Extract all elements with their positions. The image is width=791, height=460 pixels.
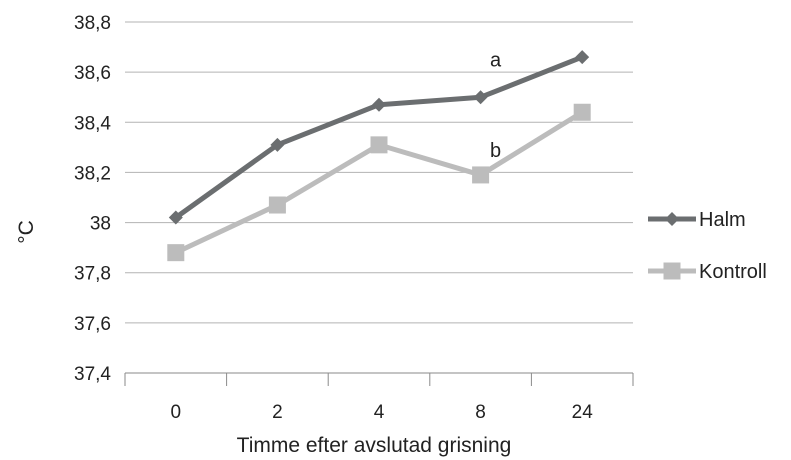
data-point (370, 136, 388, 154)
y-tick-label: 37,6 (74, 314, 111, 335)
data-point (270, 137, 285, 152)
data-point (168, 210, 183, 225)
series-lines (167, 50, 591, 262)
y-tick-label: 37,8 (74, 264, 111, 285)
y-axis-title: °C (15, 220, 38, 244)
data-point (575, 50, 590, 65)
data-point (372, 97, 386, 112)
y-tick-label: 38,8 (74, 13, 111, 34)
data-point (573, 103, 591, 121)
x-tick-label: 24 (572, 402, 594, 423)
y-axis-ticks: 37,4 37,6 37,8 38 38,2 38,4 38,6 38,8 (74, 13, 111, 385)
legend-label: Halm (699, 209, 746, 231)
gridlines (125, 21, 633, 324)
annotation-label: b (490, 140, 501, 162)
y-tick-label: 38 (90, 214, 111, 235)
x-tick-label: 8 (475, 402, 486, 423)
annotation-label: a (490, 50, 502, 72)
legend-label: Kontroll (699, 261, 767, 283)
y-tick-label: 38,6 (74, 63, 111, 84)
series-kontroll (167, 103, 591, 262)
data-point (268, 196, 286, 214)
data-point (167, 244, 185, 262)
x-tick-label: 2 (272, 402, 283, 423)
legend-marker (665, 212, 679, 226)
series-line (174, 110, 584, 255)
x-axis: 0 2 4 8 24 (124, 372, 634, 423)
y-tick-label: 38,4 (74, 113, 111, 134)
data-point (472, 166, 490, 184)
legend-marker (663, 262, 681, 280)
data-point (473, 90, 488, 105)
x-tick-label: 0 (171, 402, 182, 423)
series-halm (168, 50, 590, 225)
y-tick-label: 37,4 (74, 364, 111, 385)
x-tick-label: 4 (374, 402, 385, 423)
annotations: ab (490, 50, 502, 162)
x-axis-title: Timme efter avslutad grisning (237, 434, 512, 457)
y-tick-label: 38,2 (74, 163, 111, 184)
legend-item-halm: Halm (648, 209, 746, 231)
legend: Halm Kontroll (648, 209, 767, 283)
legend-item-kontroll: Kontroll (648, 261, 767, 283)
